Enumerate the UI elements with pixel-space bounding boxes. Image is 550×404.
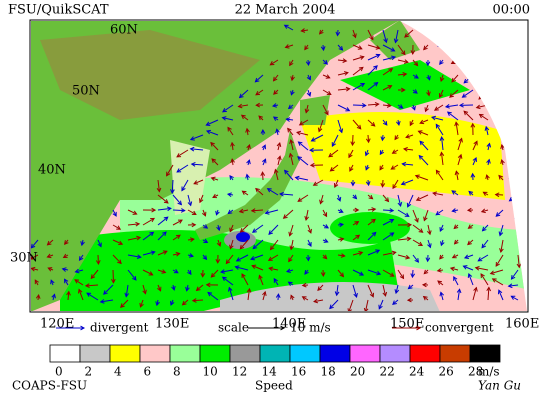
colorbar-cell bbox=[170, 345, 200, 362]
colorbar-label: 26 bbox=[439, 365, 454, 379]
lat-label: 40N bbox=[38, 163, 66, 178]
colorbar-label: 12 bbox=[232, 365, 247, 379]
lon-label: 160E bbox=[505, 317, 539, 332]
source: FSU/QuikSCAT bbox=[8, 3, 109, 18]
colorbar-cell bbox=[380, 345, 410, 362]
map bbox=[30, 20, 530, 312]
colorbar-cell bbox=[50, 345, 80, 362]
colorbar-cell bbox=[230, 345, 260, 362]
author: Yan Gu bbox=[478, 379, 521, 393]
colorbar-label: 14 bbox=[262, 365, 278, 379]
colorbar-label: 10 bbox=[203, 365, 218, 379]
colorbar-cell bbox=[260, 345, 290, 362]
time: 00:00 bbox=[493, 3, 530, 18]
colorbar-label: 4 bbox=[114, 365, 122, 379]
lat-label: 60N bbox=[110, 23, 138, 38]
lon-label: 150E bbox=[390, 317, 424, 332]
colorbar-title: Speed bbox=[255, 379, 293, 393]
colorbar-label: 16 bbox=[291, 365, 306, 379]
scale-value: 10 m/s bbox=[290, 321, 331, 335]
colorbar-label: 0 bbox=[55, 365, 63, 379]
colorbar-unit: m/s bbox=[478, 365, 500, 379]
colorbar-label: 18 bbox=[321, 365, 336, 379]
colorbar-label: 6 bbox=[144, 365, 152, 379]
convergent-label: convergent bbox=[425, 321, 494, 335]
colorbar-label: 2 bbox=[85, 365, 93, 379]
colorbar-label: 22 bbox=[380, 365, 395, 379]
lon-label: 120E bbox=[40, 317, 74, 332]
colorbar-cell bbox=[440, 345, 470, 362]
colorbar-label: 20 bbox=[350, 365, 365, 379]
colorbar-cell bbox=[290, 345, 320, 362]
colorbar-cell bbox=[200, 345, 230, 362]
colorbar-cell bbox=[140, 345, 170, 362]
colorbar-cell bbox=[410, 345, 440, 362]
lon-label: 130E bbox=[155, 317, 189, 332]
colorbar-cell bbox=[350, 345, 380, 362]
colorbar-cell bbox=[320, 345, 350, 362]
colorbar-label: 8 bbox=[173, 365, 181, 379]
date: 22 March 2004 bbox=[235, 3, 336, 18]
arrow-shaft bbox=[353, 105, 366, 106]
colorbar-cell bbox=[470, 345, 500, 362]
divergent-label: divergent bbox=[90, 321, 149, 335]
colorbar-label: 24 bbox=[409, 365, 425, 379]
colorbar-cell bbox=[110, 345, 140, 362]
lat-label: 50N bbox=[72, 84, 100, 99]
credit: COAPS-FSU bbox=[12, 379, 87, 393]
colorbar-cell bbox=[80, 345, 110, 362]
scale-label: scale bbox=[218, 321, 249, 335]
lat-label: 30N bbox=[10, 251, 38, 266]
